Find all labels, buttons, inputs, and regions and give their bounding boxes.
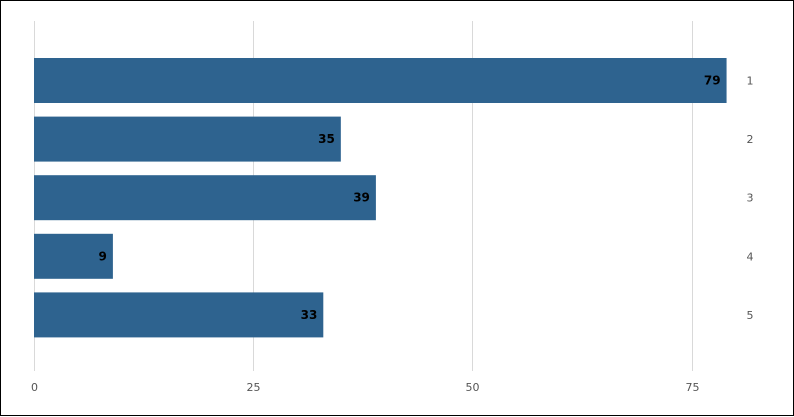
x-axis-ticks: 0 25 50 75 — [31, 381, 700, 394]
data-label: 39 — [353, 191, 370, 205]
category-label: 5 — [747, 309, 754, 322]
x-tick-label: 25 — [247, 381, 261, 394]
category-labels: 1 2 3 4 5 — [747, 75, 754, 322]
data-label: 9 — [99, 249, 107, 263]
bar-1 — [34, 58, 727, 103]
x-tick-label: 75 — [686, 381, 700, 394]
x-tick-label: 0 — [31, 381, 38, 394]
data-label: 79 — [704, 74, 721, 88]
category-label: 4 — [747, 250, 754, 263]
category-label: 1 — [747, 75, 754, 88]
bar-2 — [34, 116, 341, 162]
data-label: 35 — [318, 132, 335, 146]
bar-4 — [34, 233, 113, 279]
category-label: 3 — [747, 192, 754, 205]
category-label: 2 — [747, 133, 754, 146]
bars — [34, 58, 727, 338]
data-labels: 79 35 39 9 33 — [99, 74, 721, 322]
data-label: 33 — [301, 308, 318, 322]
bar-3 — [34, 175, 376, 221]
x-tick-label: 50 — [466, 381, 480, 394]
bar-5 — [34, 292, 324, 338]
